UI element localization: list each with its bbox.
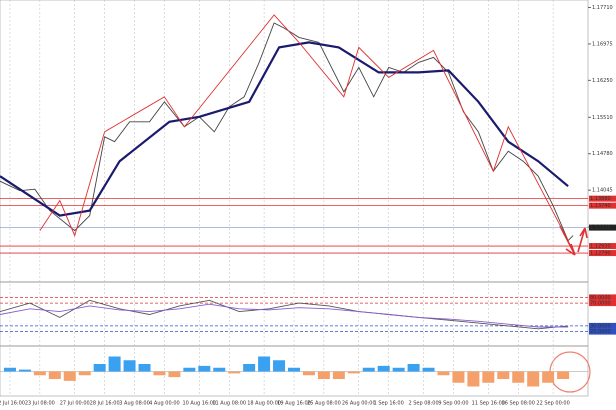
hist-bar — [302, 371, 315, 376]
x-tick-label: 11 Sep 16:00 — [472, 401, 505, 407]
x-tick-label: 26 Aug 00:00 — [342, 401, 376, 407]
hist-bar — [123, 360, 136, 372]
hist-bar — [63, 371, 76, 381]
current-tag — [589, 224, 616, 231]
level-tag — [589, 300, 616, 307]
hist-bar — [497, 371, 510, 379]
hist-bar — [437, 371, 450, 376]
x-tick-label: 4 Aug 00:00 — [149, 401, 180, 407]
current-label: 1.13300 — [590, 225, 611, 231]
x-tick-label: 9 Sep 00:00 — [438, 401, 468, 407]
hist-bar — [347, 371, 360, 374]
hist-bar — [452, 371, 465, 383]
hist-bar — [362, 367, 375, 372]
level-label: 1.12790 — [590, 251, 611, 257]
hist-bar — [467, 371, 480, 387]
hist-bar — [527, 371, 540, 387]
hist-bar — [138, 364, 151, 372]
x-tick-label: 10 Aug 16:00 — [182, 401, 216, 407]
hist-bar — [3, 367, 16, 372]
hist-bar — [18, 369, 31, 372]
x-tick-label: 11 Aug 08:00 — [212, 401, 246, 407]
hist-bar — [198, 365, 211, 372]
hist-bar — [422, 367, 435, 372]
x-tick-label: 2 Sep 08:00 — [408, 401, 438, 407]
hist-bar — [392, 367, 405, 372]
hist-bar — [273, 360, 286, 372]
hist-bar — [407, 364, 420, 372]
level-label: 1.13740 — [590, 203, 611, 209]
hist-bar — [153, 371, 166, 376]
level-label: 30.0000 — [590, 323, 611, 329]
hist-bar — [288, 367, 300, 372]
series-line — [39, 14, 569, 241]
series-line — [0, 22, 574, 242]
series-line — [0, 41, 569, 217]
x-tick-label: 16 Sep 08:00 — [502, 401, 535, 407]
level-tag — [589, 294, 616, 301]
hist-bar — [168, 371, 181, 378]
level-tag — [589, 328, 616, 335]
x-tick-label: 22 Sep 00:00 — [536, 401, 569, 407]
series-line — [0, 303, 569, 328]
x-tick-label: 19 Aug 16:00 — [277, 401, 311, 407]
hist-bar — [108, 356, 121, 372]
hist-bar — [258, 356, 271, 372]
y-tick-label: 1.14045 — [592, 188, 613, 194]
hist-bar — [213, 367, 226, 372]
series-line — [0, 299, 569, 330]
annotation-arrows — [559, 225, 588, 256]
hist-bar — [183, 367, 196, 372]
y-tick-label: 1.16975 — [592, 41, 613, 47]
hist-bar — [78, 371, 91, 376]
hist-bar — [377, 365, 390, 372]
y-tick-label: 1.14780 — [592, 151, 613, 157]
hist-bar — [482, 371, 495, 383]
hist-bar — [33, 371, 46, 376]
x-tick-label: 3 Aug 08:00 — [119, 401, 150, 407]
x-tick-label: 27 Jul 00:00 — [60, 401, 90, 407]
hist-bar — [48, 371, 61, 379]
level-tag — [589, 202, 616, 209]
hist-bar — [542, 371, 555, 383]
level-label: 20.0000 — [590, 329, 611, 335]
level-tag — [589, 322, 616, 329]
y-tick-label: 1.17710 — [592, 5, 613, 11]
x-tick-label: 23 Jul 08:00 — [25, 401, 55, 407]
x-tick-label: 1 Sep 16:00 — [374, 401, 404, 407]
level-tag — [589, 195, 616, 202]
hist-bar — [557, 371, 570, 379]
hist-bar — [93, 364, 106, 372]
x-tick-label: 18 Aug 00:00 — [247, 401, 281, 407]
hist-bar — [243, 364, 256, 372]
level-tag — [589, 250, 616, 257]
y-tick-label: 1.16250 — [592, 78, 613, 84]
level-label: 80.0000 — [590, 295, 611, 301]
y-tick-label: 1.15510 — [592, 115, 613, 121]
level-label: 70.0000 — [590, 301, 611, 307]
hist-bar — [228, 371, 241, 374]
hist-bar — [332, 371, 345, 379]
hist-bar — [512, 371, 525, 383]
hist-bar — [317, 371, 330, 379]
level-label: 1.12930 — [590, 244, 611, 250]
level-label: 1.13880 — [590, 196, 611, 202]
x-tick-label: 25 Aug 08:00 — [307, 401, 341, 407]
x-tick-label: 22 Jul 16:00 — [0, 401, 25, 407]
x-tick-label: 28 Jul 16:00 — [90, 401, 120, 407]
level-tag — [589, 243, 616, 250]
